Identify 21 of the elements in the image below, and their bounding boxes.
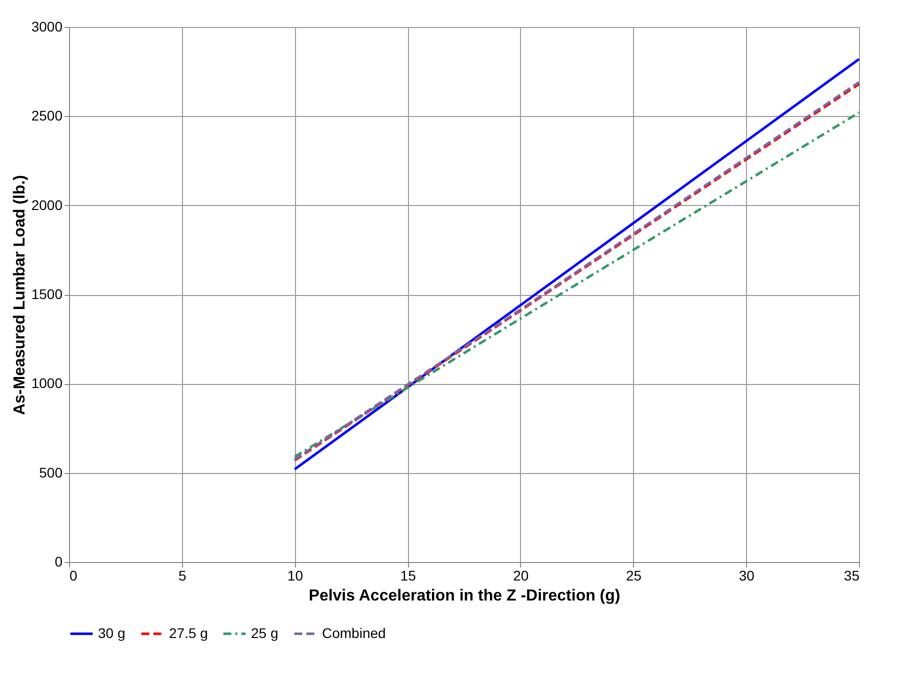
x-tick-label: 15 <box>400 568 416 584</box>
x-tick-label: 0 <box>70 568 78 584</box>
legend-label: 27.5 g <box>169 624 208 641</box>
x-tick-label: 25 <box>626 568 642 584</box>
legend-label: Combined <box>322 624 386 641</box>
legend-label: 25 g <box>251 624 278 641</box>
y-tick-label: 0 <box>54 554 63 570</box>
legend-label: 30 g <box>98 624 126 641</box>
y-tick-label: 500 <box>39 464 63 480</box>
y-axis-title: As-Measured Lumbar Load (lb.) <box>11 174 28 416</box>
x-tick-label: 35 <box>844 568 860 584</box>
y-tick-label: 1500 <box>31 286 63 302</box>
y-tick-label: 2500 <box>31 108 63 124</box>
x-tick-label: 5 <box>178 568 186 584</box>
x-tick-label: 20 <box>513 568 529 584</box>
y-tick-label: 1000 <box>31 375 63 392</box>
x-axis-title: Pelvis Acceleration in the Z -Direction (g) <box>308 588 620 604</box>
x-tick-label: 10 <box>287 568 304 584</box>
y-tick-label: 3000 <box>31 18 63 34</box>
x-tick-label: 30 <box>738 568 755 584</box>
y-tick-label: 2000 <box>31 196 63 213</box>
